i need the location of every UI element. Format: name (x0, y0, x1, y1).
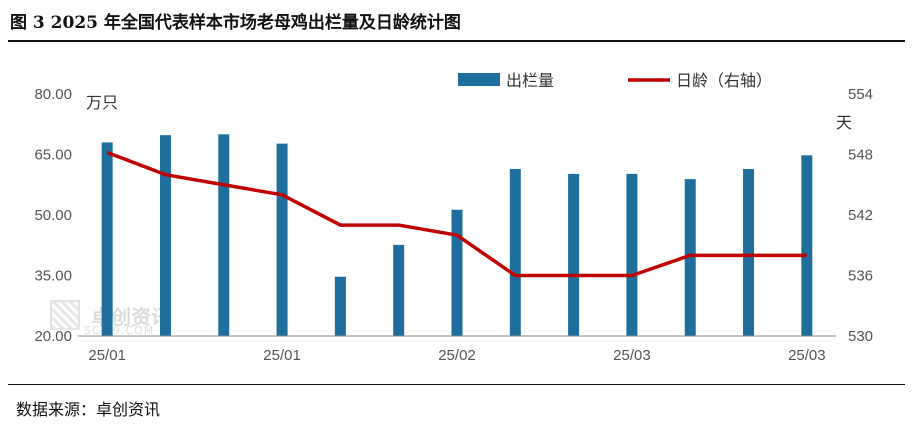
left-axis-unit: 万只 (86, 95, 118, 112)
y2-tick-label: 542 (848, 207, 873, 224)
left-axis-ticks: 80.00 65.00 50.00 35.00 20.00 (34, 86, 72, 345)
bar (451, 209, 463, 336)
x-tick-label: 25/02 (438, 347, 476, 364)
bar (684, 179, 696, 336)
chart-area: 80.00 65.00 50.00 35.00 20.00 554 548 542 536 53… (34, 72, 873, 364)
chart-title: 图 3 2025 年全国代表样本市场老母鸡出栏量及日龄统计图 (10, 13, 461, 33)
y-tick-label: 35.00 (34, 268, 72, 285)
line-series (106, 150, 807, 278)
bar (218, 134, 230, 336)
right-axis-ticks: 554 548 542 536 530 (848, 86, 873, 345)
watermark-logo-icon (50, 300, 80, 330)
watermark-sub: SCI99.COM (84, 324, 155, 337)
x-tick-label: 25/01 (88, 347, 126, 364)
bar (743, 169, 755, 336)
data-source: 数据来源：卓创资讯 (16, 400, 161, 419)
x-axis-ticks: 25/01 25/01 25/02 25/03 25/03 (88, 347, 825, 364)
y2-tick-label: 554 (848, 86, 873, 103)
bar (334, 276, 346, 336)
y-tick-label: 50.00 (34, 207, 72, 224)
bar (159, 135, 171, 336)
bar (276, 143, 288, 336)
bar (801, 155, 813, 336)
y2-tick-label: 536 (848, 268, 873, 285)
y-tick-label: 80.00 (34, 86, 72, 103)
y-tick-label: 65.00 (34, 147, 72, 164)
y2-tick-label: 548 (848, 147, 873, 164)
x-tick-label: 25/03 (613, 347, 651, 364)
x-tick-label: 25/03 (788, 347, 826, 364)
bar (101, 142, 113, 336)
top-rule (8, 40, 905, 42)
bar (393, 244, 405, 336)
legend-bar-swatch (458, 73, 500, 86)
bar (509, 169, 521, 336)
legend: 出栏量 日龄（右轴） (458, 72, 772, 90)
bar-series (101, 134, 813, 336)
right-axis-unit: 天 (836, 115, 852, 132)
line-path (106, 150, 807, 278)
y2-tick-label: 530 (848, 328, 873, 345)
x-tick-label: 25/01 (263, 347, 301, 364)
bottom-rule (8, 384, 905, 385)
y-tick-label: 20.00 (34, 328, 72, 345)
legend-bar-label: 出栏量 (506, 72, 554, 90)
bar (568, 173, 580, 336)
legend-line-label: 日龄（右轴） (676, 72, 772, 90)
bar (626, 173, 638, 336)
